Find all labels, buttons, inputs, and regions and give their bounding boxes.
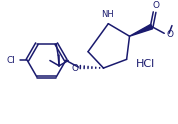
Text: O: O <box>71 63 78 73</box>
Text: O: O <box>166 30 173 39</box>
Text: HCl: HCl <box>136 59 156 69</box>
Polygon shape <box>130 24 153 36</box>
Text: O: O <box>152 1 159 10</box>
Text: Cl: Cl <box>7 56 16 65</box>
Text: NH: NH <box>101 10 114 19</box>
